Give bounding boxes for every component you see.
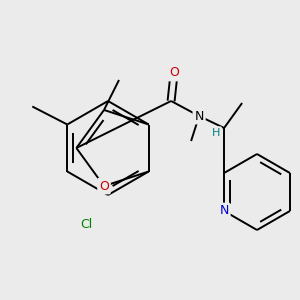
- Text: N: N: [194, 110, 204, 122]
- Text: H: H: [212, 128, 220, 138]
- Text: Cl: Cl: [80, 218, 92, 232]
- Text: O: O: [99, 179, 109, 193]
- Text: O: O: [169, 67, 179, 80]
- Text: N: N: [219, 205, 229, 218]
